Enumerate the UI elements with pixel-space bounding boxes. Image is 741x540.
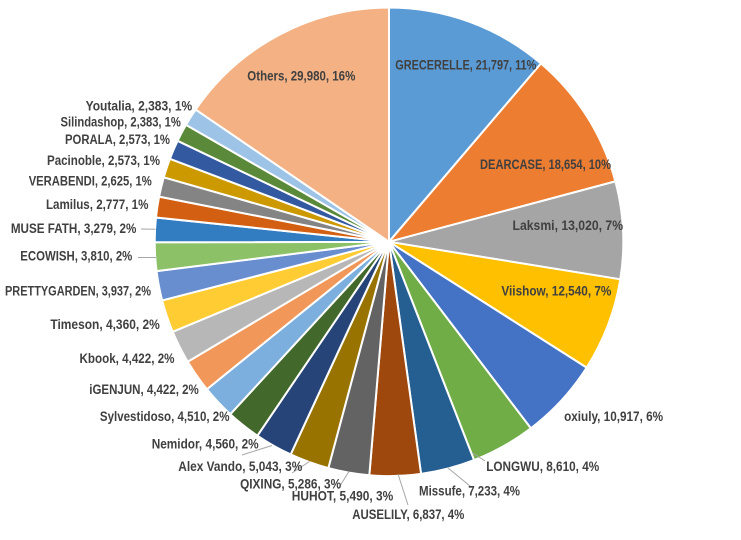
svg-text:PRETTYGARDEN, 3,937, 2%: PRETTYGARDEN, 3,937, 2%	[5, 283, 151, 298]
svg-text:DEARCASE, 18,654, 10%: DEARCASE, 18,654, 10%	[480, 157, 611, 172]
svg-text:oxiuly, 10,917, 6%: oxiuly, 10,917, 6%	[564, 409, 663, 424]
svg-text:Missufe, 7,233, 4%: Missufe, 7,233, 4%	[419, 483, 520, 498]
svg-text:Sylvestidoso, 4,510, 2%: Sylvestidoso, 4,510, 2%	[100, 409, 230, 424]
svg-text:Laksmi, 13,020, 7%: Laksmi, 13,020, 7%	[513, 218, 624, 233]
svg-text:Youtalia, 2,383, 1%: Youtalia, 2,383, 1%	[86, 99, 193, 114]
svg-text:Nemidor, 4,560, 2%: Nemidor, 4,560, 2%	[152, 436, 259, 451]
svg-text:PORALA, 2,573, 1%: PORALA, 2,573, 1%	[65, 132, 170, 147]
svg-text:Timeson, 4,360, 2%: Timeson, 4,360, 2%	[50, 317, 159, 332]
svg-text:Viishow, 12,540, 7%: Viishow, 12,540, 7%	[501, 284, 611, 299]
svg-text:Others, 29,980, 16%: Others, 29,980, 16%	[247, 68, 355, 83]
svg-text:Kbook, 4,422, 2%: Kbook, 4,422, 2%	[80, 351, 175, 366]
svg-text:Alex Vando, 5,043, 3%: Alex Vando, 5,043, 3%	[178, 459, 302, 474]
svg-text:Silindashop, 2,383, 1%: Silindashop, 2,383, 1%	[61, 115, 181, 130]
svg-text:LONGWU, 8,610, 4%: LONGWU, 8,610, 4%	[486, 459, 599, 474]
svg-text:VERABENDI, 2,625, 1%: VERABENDI, 2,625, 1%	[29, 174, 152, 189]
svg-text:Lamilus, 2,777, 1%: Lamilus, 2,777, 1%	[46, 197, 149, 212]
svg-text:MUSE FATH, 3,279, 2%: MUSE FATH, 3,279, 2%	[11, 221, 137, 236]
svg-text:Pacinoble, 2,573, 1%: Pacinoble, 2,573, 1%	[47, 153, 160, 168]
svg-text:AUSELILY, 6,837, 4%: AUSELILY, 6,837, 4%	[352, 507, 464, 522]
svg-text:iGENJUN, 4,422, 2%: iGENJUN, 4,422, 2%	[89, 382, 199, 397]
svg-text:QIXING, 5,286, 3%: QIXING, 5,286, 3%	[240, 476, 341, 491]
svg-text:HUHOT, 5,490, 3%: HUHOT, 5,490, 3%	[292, 489, 394, 504]
svg-text:ECOWISH, 3,810, 2%: ECOWISH, 3,810, 2%	[20, 249, 132, 264]
svg-text:GRECERELLE, 21,797, 11%: GRECERELLE, 21,797, 11%	[395, 58, 536, 73]
